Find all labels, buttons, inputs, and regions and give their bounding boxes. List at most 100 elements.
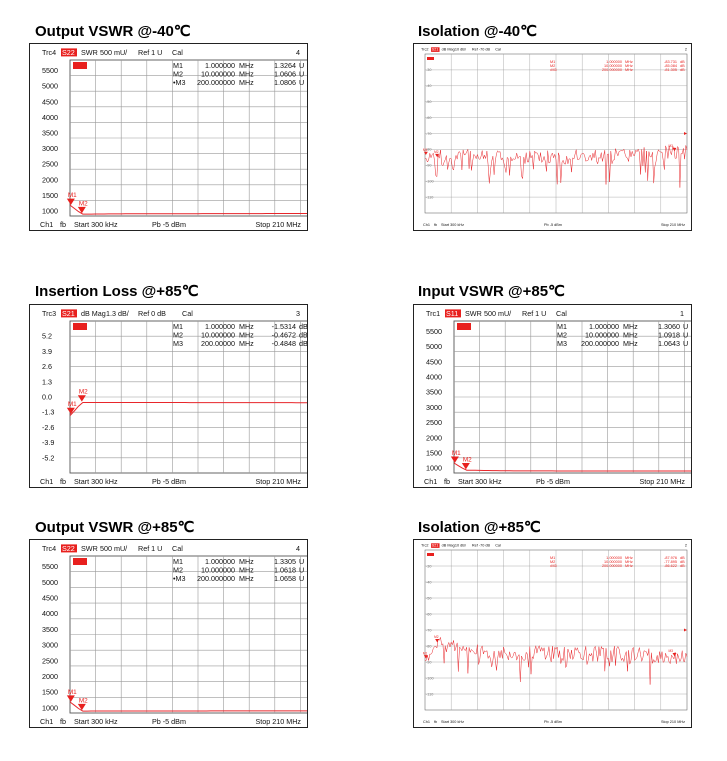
marker-m2-label: M2	[434, 635, 439, 639]
marker-m2-symbol	[77, 703, 86, 711]
y-tick-label: 2000	[42, 175, 58, 184]
grid	[424, 549, 688, 711]
marker-freq: 10.000000	[585, 331, 619, 340]
marker-value-unit: dB	[299, 322, 308, 331]
cal-label: Cal	[556, 309, 567, 318]
marker-value: 1.0618	[274, 566, 296, 575]
footer: Ch1 fb Start 300 kHz Pb -5 dBm Stop 210 MHz	[40, 220, 301, 229]
footer-stop: Stop 210 MHz	[255, 717, 301, 726]
meas-badge: S21	[62, 309, 75, 318]
cal-label: Cal	[182, 309, 193, 318]
marker-freq-unit: MHz	[239, 574, 254, 583]
footer-fb: fb	[60, 717, 66, 726]
marker-freq: 1.000000	[205, 322, 235, 331]
marker-freq: 10.000000	[604, 560, 622, 564]
marker-value: 1.0918	[658, 331, 680, 340]
meas-badge-bg	[61, 544, 77, 553]
marker-value-unit: dB	[680, 560, 685, 564]
marker-table: M1 1.000000 MHz 1.3060 U M2 10.000000 MHz 1.0918…	[557, 322, 688, 348]
footer-channel: Ch1	[40, 477, 53, 486]
marker-name: •M3	[550, 68, 557, 72]
trace-number: 2	[685, 544, 687, 548]
trace-number: 3	[296, 309, 300, 318]
y-tick-label: 1000	[42, 703, 58, 712]
marker-m2-label: M2	[79, 389, 88, 396]
marker-m2-symbol	[461, 463, 470, 470]
marker-freq: 200.000000	[602, 68, 622, 72]
marker-value: 1.3305	[274, 557, 296, 566]
marker-value: -1.5314	[272, 322, 296, 331]
marker-value-unit: dB	[680, 68, 685, 72]
marker-value: -81.305	[664, 68, 677, 72]
trace-number: 2	[685, 48, 687, 52]
ref-label: Ref 1 U	[522, 309, 546, 318]
analyzer-screen-output-vswr-hot: Trc4 S22 SWR 500 mU/Ref 1 U Cal 4 5500 5000 4500…	[29, 539, 308, 728]
footer: Ch1 fb Start 300 kHz Pb -5 dBm Stop 210 MHz	[423, 720, 685, 724]
reference-arrow	[684, 132, 687, 135]
y-tick-label: -40	[426, 580, 432, 584]
footer: Ch1 fb Start 300 kHz Pb -5 dBm Stop 210 MHz	[424, 477, 685, 486]
marker-value: 1.0606	[274, 70, 296, 79]
active-trace-badge	[73, 323, 87, 330]
marker-name: M2	[550, 560, 555, 564]
marker-m2-symbol	[435, 153, 440, 158]
marker-freq-unit: MHz	[239, 322, 254, 331]
footer-channel: Ch1	[423, 223, 430, 227]
marker-value: -0.4848	[272, 339, 296, 348]
y-tick-label: 2000	[42, 672, 58, 681]
y-tick-label: 1.3	[42, 377, 52, 386]
grid	[424, 53, 688, 214]
format-label: SWR	[465, 309, 482, 318]
trace-line	[69, 402, 307, 417]
marker-value: -83.731	[664, 60, 677, 64]
footer-channel: Ch1	[424, 477, 437, 486]
marker-freq-unit: MHz	[625, 60, 633, 64]
marker-m2-label: M2	[79, 697, 88, 704]
chart-svg: Trc2 S21 dB Mag 10 dB/Ref -70 dB Cal 2-30-40-…	[421, 543, 688, 724]
y-tick-label: 3000	[42, 144, 58, 153]
scale-label: 500 mU/	[484, 309, 511, 318]
footer-fb: fb	[60, 477, 66, 486]
marker-freq: 1.000000	[205, 61, 235, 70]
y-tick-label: -50	[426, 100, 432, 104]
chart-title-isolation-cold: Isolation @-40℃	[418, 23, 537, 40]
y-tick-label: 3500	[42, 128, 58, 137]
marker-freq-unit: MHz	[623, 339, 638, 348]
format-label: dB Mag	[442, 48, 455, 52]
y-tick-label: -60	[426, 612, 432, 616]
format-label: dB Mag	[442, 544, 455, 548]
format-label: SWR	[81, 544, 98, 553]
marker-freq-unit: MHz	[623, 331, 638, 340]
marker-m2-label: M2	[79, 200, 88, 207]
marker-value: -0.4672	[272, 331, 296, 340]
scale-label: 10 dB/	[455, 544, 467, 548]
y-ticks: -30 -40 -50 -60 -70 -80 -90 -100 -110	[426, 564, 434, 696]
footer: Ch1 fb Start 300 kHz Pb -5 dBm Stop 210 MHz	[423, 223, 685, 227]
footer: Ch1 fb Start 300 kHz Pb -5 dBm Stop 210 MHz	[40, 477, 301, 486]
y-tick-label: -30	[426, 68, 432, 72]
footer-start: Start 300 kHz	[441, 720, 464, 724]
marker-name: M1	[173, 557, 183, 566]
y-tick-label: -40	[426, 84, 432, 88]
marker-m1-label: M1	[452, 450, 461, 457]
marker-freq-unit: MHz	[625, 68, 633, 72]
marker-freq: 10.000000	[201, 331, 235, 340]
y-tick-label: 5500	[42, 66, 58, 75]
marker-m2-label: M2	[463, 456, 472, 463]
y-ticks: 5.2 3.9 2.6 1.3 0.0 -1.3 -2.6 -3.9 -5.2	[42, 332, 54, 463]
marker-value-unit: dB	[680, 564, 685, 568]
ref-label: Ref 1 U	[138, 544, 162, 553]
y-tick-label: 1500	[42, 191, 58, 200]
marker-table: M1 1.000000 MHz -87.976 dB M2 10.000000 MHz -77.…	[550, 556, 685, 568]
marker-m3-label: M3	[669, 144, 674, 148]
marker-value-unit: U	[299, 557, 304, 566]
footer-fb: fb	[60, 220, 66, 229]
scale-label: 500 mU/	[100, 544, 127, 553]
marker-value-unit: U	[683, 322, 688, 331]
marker-m1-label: M1	[68, 192, 77, 199]
ref-label: Ref 0 dB	[138, 309, 166, 318]
marker-m1-label: M1	[68, 689, 77, 696]
trace-label: Trc4	[42, 544, 56, 553]
meas-badge-bg	[61, 309, 77, 318]
footer-channel: Ch1	[40, 717, 53, 726]
